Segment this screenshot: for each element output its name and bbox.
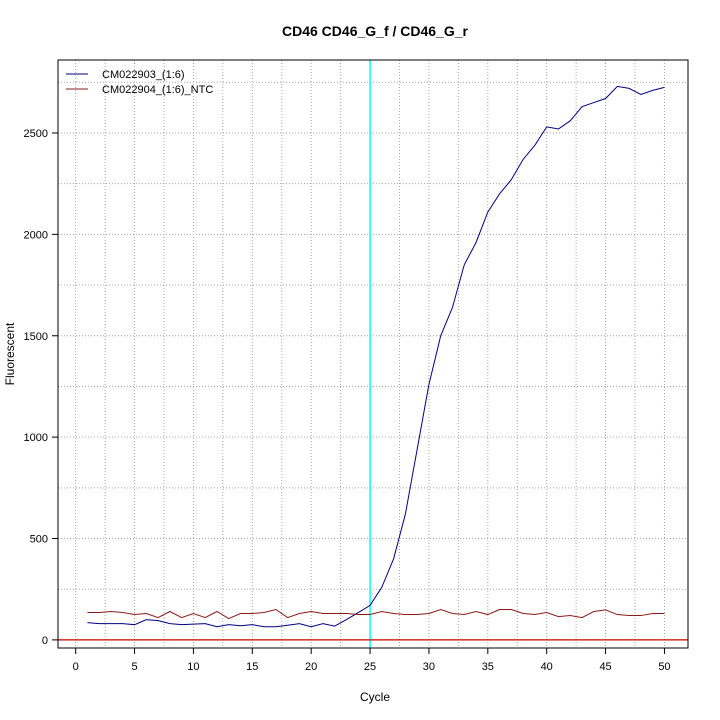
x-tick-label: 10	[187, 661, 199, 673]
legend: CM022903_(1:6) CM022904_(1:6)_NTC	[66, 69, 213, 96]
y-tick-label: 0	[42, 635, 48, 647]
chart-title: CD46 CD46_G_f / CD46_G_r	[282, 23, 469, 39]
series-layer	[87, 85, 665, 628]
y-axis-label: Fluorescent	[3, 322, 17, 385]
y-tick-label: 2500	[24, 128, 48, 140]
x-tick-label: 15	[246, 661, 258, 673]
y-tick-label: 2000	[24, 229, 48, 241]
x-tick-label: 30	[423, 661, 435, 673]
y-tick-label: 1000	[24, 432, 48, 444]
legend-label-2: CM022904_(1:6)_NTC	[102, 84, 213, 96]
x-tick-label: 40	[541, 661, 553, 673]
threshold-line-layer	[58, 60, 688, 648]
y-tick-label: 500	[30, 534, 48, 546]
x-tick-label: 35	[482, 661, 494, 673]
x-tick-label: 45	[599, 661, 611, 673]
legend-label-1: CM022903_(1:6)	[102, 69, 185, 81]
x-tick-label: 5	[131, 661, 137, 673]
x-tick-label: 50	[658, 661, 670, 673]
x-axis: 0 5 10 15 20 25 30 35 40 45 50	[73, 648, 671, 673]
series-line-2	[87, 608, 665, 620]
y-tick-label: 1500	[24, 331, 48, 343]
y-axis: 0 500 1000 1500 2000 2500	[24, 128, 58, 647]
x-tick-label: 20	[305, 661, 317, 673]
x-tick-label: 25	[364, 661, 376, 673]
grid	[58, 60, 688, 648]
plot-frame	[57, 59, 689, 649]
x-axis-label: Cycle	[360, 690, 390, 704]
series-line-1	[87, 85, 665, 628]
x-tick-label: 0	[73, 661, 79, 673]
